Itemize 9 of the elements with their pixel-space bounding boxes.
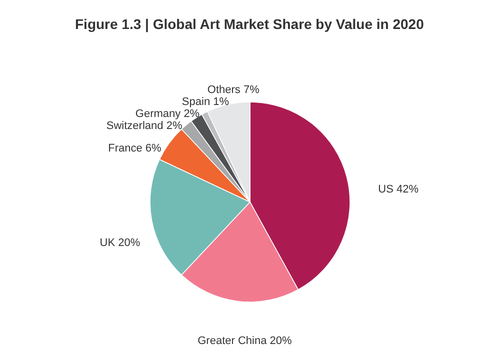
slice-label: Spain 1% [182,96,230,108]
slice-label: US 42% [378,184,419,196]
slice-label: UK 20% [100,236,140,249]
chart-title: Figure 1.3 | Global Art Market Share by Value in 2020 [75,16,424,33]
slice-label: Greater China 20% [198,335,292,348]
slice-label: Switzerland 2% [106,120,182,132]
slice-label: Others 7% [207,84,260,96]
slice-label: France 6% [108,142,162,154]
slice-label: Germany 2% [135,108,200,120]
